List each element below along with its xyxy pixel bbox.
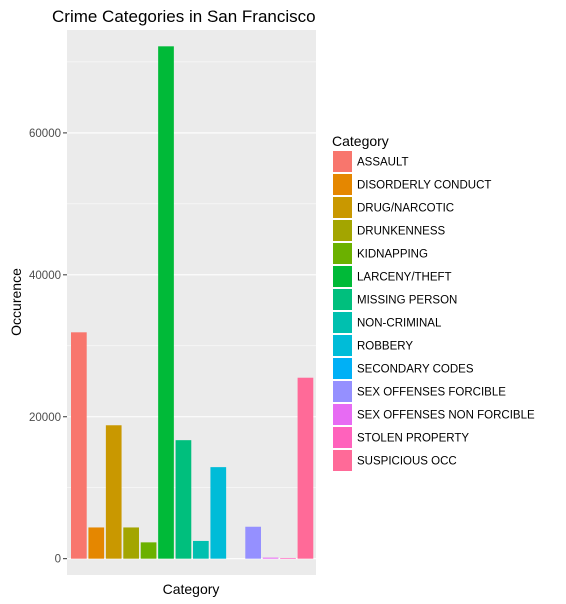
legend-item: ASSAULT	[333, 151, 409, 172]
y-tick-label: 40000	[29, 270, 61, 282]
bar	[71, 332, 87, 559]
legend-item: ROBBERY	[333, 335, 413, 356]
legend-label: SEX OFFENSES NON FORCIBLE	[357, 410, 535, 422]
legend-label: ROBBERY	[357, 341, 413, 353]
legend-item: MISSING PERSON	[333, 289, 457, 310]
legend-key	[333, 427, 352, 448]
legend-label: SUSPICIOUS OCC	[357, 456, 457, 468]
legend-item: LARCENY/THEFT	[333, 266, 452, 287]
bar	[175, 440, 192, 559]
legend-item: KIDNAPPING	[333, 243, 428, 264]
bar	[262, 557, 279, 559]
legend-item: SEX OFFENSES NON FORCIBLE	[333, 404, 535, 425]
legend-key	[333, 335, 352, 356]
x-axis-title: Category	[163, 581, 220, 597]
y-tick-label: 0	[55, 554, 61, 566]
legend-key	[333, 243, 352, 264]
bar	[158, 46, 174, 559]
legend-key	[333, 151, 352, 172]
legend-label: MISSING PERSON	[357, 295, 457, 307]
y-tick-label: 20000	[29, 412, 61, 424]
bar	[193, 540, 209, 559]
chart-title: Crime Categories in San Francisco	[52, 7, 316, 26]
legend-label: DRUNKENNESS	[357, 226, 446, 238]
legend-item: SECONDARY CODES	[333, 358, 474, 379]
bar	[123, 527, 139, 559]
bar	[88, 527, 105, 559]
legend-item: DISORDERLY CONDUCT	[333, 174, 491, 195]
plot-panel	[67, 30, 316, 575]
legend-item: SEX OFFENSES FORCIBLE	[333, 381, 506, 402]
legend-label: DRUG/NARCOTIC	[357, 203, 454, 215]
legend-title: Category	[332, 133, 389, 149]
legend: Category ASSAULT DISORDERLY CONDUCT DRUG/N…	[332, 133, 535, 471]
legend-key	[333, 220, 352, 241]
y-axis: 0 20000 40000 60000	[29, 128, 67, 566]
legend-key	[333, 450, 352, 471]
legend-key	[333, 174, 352, 195]
legend-label: NON-CRIMINAL	[357, 318, 442, 330]
legend-label: SECONDARY CODES	[357, 364, 474, 376]
legend-label: LARCENY/THEFT	[357, 272, 452, 284]
bar	[105, 425, 122, 559]
legend-label: SEX OFFENSES FORCIBLE	[357, 387, 506, 399]
legend-key	[333, 289, 352, 310]
legend-item: NON-CRIMINAL	[333, 312, 442, 333]
bars	[71, 46, 314, 559]
bar	[245, 526, 261, 559]
legend-label: DISORDERLY CONDUCT	[357, 180, 491, 192]
legend-key	[333, 266, 352, 287]
bar	[297, 377, 314, 559]
legend-item: SUSPICIOUS OCC	[333, 450, 457, 471]
legend-key	[333, 358, 352, 379]
bar	[280, 557, 296, 559]
legend-key	[333, 312, 352, 333]
y-axis-title: Occurence	[8, 268, 24, 336]
legend-item: STOLEN PROPERTY	[333, 427, 469, 448]
legend-key	[333, 381, 352, 402]
legend-label: ASSAULT	[357, 157, 409, 169]
legend-item: DRUG/NARCOTIC	[333, 197, 454, 218]
legend-key	[333, 404, 352, 425]
legend-key	[333, 197, 352, 218]
y-tick-label: 60000	[29, 128, 61, 140]
legend-label: KIDNAPPING	[357, 249, 428, 261]
bar	[140, 542, 157, 559]
bar	[210, 467, 227, 559]
legend-label: STOLEN PROPERTY	[357, 433, 469, 445]
legend-item: DRUNKENNESS	[333, 220, 446, 241]
